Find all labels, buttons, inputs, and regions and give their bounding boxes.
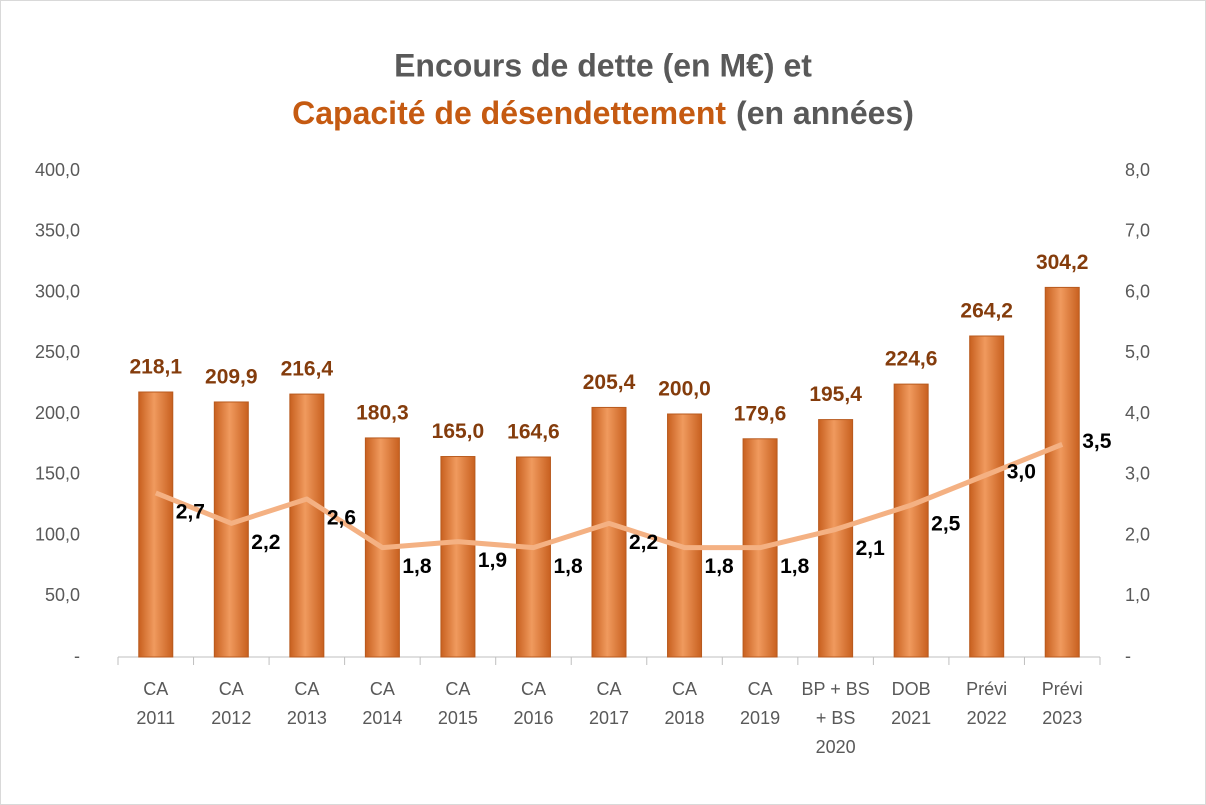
line-value-label: 1,8 (402, 555, 432, 578)
bar-value-label: 224,6 (885, 348, 938, 371)
line (154, 442, 1064, 551)
y2-tick-label: 6,0 (1125, 281, 1150, 301)
y2-tick-label: 3,0 (1125, 464, 1150, 484)
bar-value-label: 264,2 (960, 300, 1013, 323)
bar (818, 419, 854, 658)
x-tick-label: DOB (892, 679, 931, 699)
y-tick-label: 200,0 (35, 403, 80, 423)
bar-value-label: 195,4 (809, 383, 862, 406)
bar-value-label: 209,9 (205, 366, 258, 389)
bar (591, 406, 627, 658)
y2-tick-label: 4,0 (1125, 403, 1150, 423)
bar-value-label: 180,3 (356, 401, 409, 424)
line-value-label: 3,0 (1007, 460, 1036, 483)
y2-tick-label: - (1125, 646, 1131, 666)
x-tick-label: + BS (816, 708, 856, 728)
x-tick-label: 2019 (740, 708, 780, 728)
chart-title-line2: Capacité de désendettement (en années) (292, 95, 914, 131)
bar-value-label: 164,6 (507, 421, 560, 444)
line-value-label: 1,8 (553, 555, 583, 578)
y-tick-label: 400,0 (35, 160, 80, 180)
x-tick-label: 2020 (816, 737, 856, 757)
x-tick-label: CA (596, 679, 621, 699)
bar (667, 413, 703, 658)
y-tick-label: 300,0 (35, 281, 80, 301)
y-tick-label: - (74, 646, 80, 666)
line-value-label: 2,5 (931, 513, 961, 536)
x-tick-label: CA (219, 679, 244, 699)
bar-value-label: 165,0 (432, 420, 485, 443)
x-tick-label: 2015 (438, 708, 478, 728)
x-tick-label: 2017 (589, 708, 629, 728)
bar (289, 393, 325, 658)
x-tick-label: CA (672, 679, 697, 699)
title-rest: (en années) (736, 95, 914, 131)
x-tick-label: CA (143, 679, 168, 699)
bar-value-label: 218,1 (129, 356, 182, 379)
y-tick-label: 250,0 (35, 342, 80, 362)
line-value-label: 2,6 (327, 507, 356, 530)
bar-value-label: 179,6 (734, 402, 787, 425)
x-tick-label: 2016 (513, 708, 553, 728)
line-value-label: 1,9 (478, 549, 507, 572)
line-value-label: 2,1 (856, 537, 886, 560)
x-tick-label: CA (521, 679, 546, 699)
line-value-label: 2,2 (251, 531, 280, 554)
y2-tick-label: 1,0 (1125, 585, 1150, 605)
bar (440, 456, 476, 658)
line-value-label: 2,2 (629, 531, 658, 554)
x-tick-label: 2022 (967, 708, 1007, 728)
bar-value-label: 200,0 (658, 378, 711, 401)
bar-value-label: 304,2 (1036, 251, 1089, 274)
line-value-label: 3,5 (1082, 430, 1112, 453)
x-tick-label: CA (370, 679, 395, 699)
bar (213, 401, 249, 658)
bar-value-label: 216,4 (281, 358, 334, 381)
title-highlight: Capacité de désendettement (292, 95, 726, 131)
x-tick-label: CA (748, 679, 773, 699)
x-tick-label: 2023 (1042, 708, 1082, 728)
x-tick-label: Prévi (966, 679, 1007, 699)
line-value-label: 2,7 (176, 501, 205, 524)
bar-value-label: 205,4 (583, 371, 636, 394)
bar (1044, 286, 1080, 658)
x-tick-label: 2021 (891, 708, 931, 728)
x-tick-label: 2014 (362, 708, 402, 728)
x-tick-label: 2012 (211, 708, 251, 728)
y-tick-label: 50,0 (45, 585, 80, 605)
bar (969, 335, 1005, 658)
y2-tick-label: 8,0 (1125, 160, 1150, 180)
x-tick-label: CA (445, 679, 470, 699)
y-tick-label: 150,0 (35, 464, 80, 484)
y-tick-label: 350,0 (35, 221, 80, 241)
bar (893, 383, 929, 658)
x-tick-label: Prévi (1042, 679, 1083, 699)
x-tick-label: 2011 (136, 708, 175, 728)
y2-tick-label: 7,0 (1125, 221, 1150, 241)
x-tick-label: BP + BS (802, 679, 870, 699)
x-tick-label: 2013 (287, 708, 327, 728)
y2-tick-label: 2,0 (1125, 524, 1150, 544)
y-tick-label: 100,0 (35, 524, 80, 544)
x-tick-label: 2018 (665, 708, 705, 728)
line-value-label: 1,8 (705, 555, 735, 578)
bar (515, 456, 551, 658)
line-value-label: 1,8 (780, 555, 810, 578)
y2-tick-label: 5,0 (1125, 342, 1150, 362)
chart-title: Encours de dette (en M€) et (394, 47, 812, 83)
bar (138, 391, 174, 658)
x-tick-label: CA (294, 679, 319, 699)
